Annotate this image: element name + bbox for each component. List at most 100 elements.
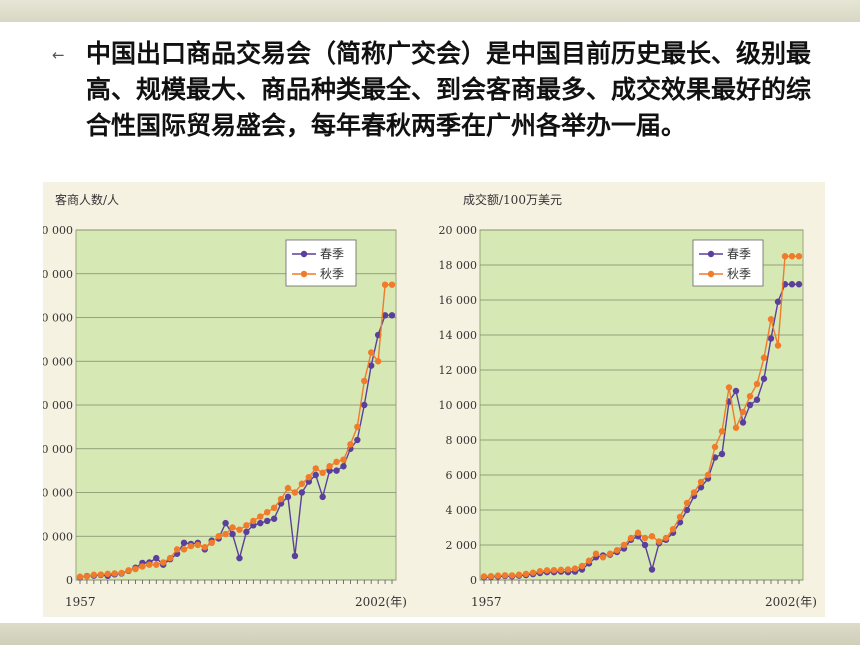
chart1-point-autumn [298, 480, 306, 487]
chart2-point-autumn [795, 253, 803, 260]
chart1-point-spring [368, 362, 375, 369]
chart2-point-autumn [648, 533, 656, 540]
chart1-ytick-label: 60 000 [43, 443, 73, 456]
chart2-point-spring [732, 387, 740, 395]
chart1-point-autumn [312, 465, 319, 472]
chart1-point-autumn [243, 522, 250, 529]
chart2-point-autumn [690, 489, 698, 496]
chart2-ytick-label: 12 000 [439, 364, 478, 377]
chart2-legend-marker [707, 250, 715, 258]
chart2-point-autumn [480, 573, 488, 580]
chart1-ytick-label: 40 000 [43, 487, 73, 500]
chart1-legend-marker [300, 270, 308, 278]
chart2-title: 成交额/100万美元 [463, 192, 562, 207]
chart1-point-autumn [340, 456, 347, 463]
chart1-point-autumn [250, 517, 257, 525]
chart1-ytick-label: 100 000 [43, 355, 73, 368]
chart1-point-spring [361, 401, 368, 409]
chart1-point-autumn [264, 508, 271, 516]
chart2-point-autumn [578, 562, 586, 570]
chart1-point-autumn [277, 495, 285, 503]
chart2-point-spring [739, 419, 747, 426]
chart1-point-spring [298, 489, 306, 496]
chart1-point-spring [236, 554, 243, 562]
chart1-point-autumn [125, 567, 132, 574]
chart1-point-spring [270, 515, 278, 522]
chart1-point-autumn [374, 358, 382, 365]
chart2-point-autumn [529, 569, 537, 576]
chart1-point-spring [257, 519, 264, 527]
chart1-point-autumn [236, 526, 243, 533]
chart1-point-autumn [326, 463, 333, 470]
chart2-point-autumn [599, 554, 607, 561]
chart2-point-spring [767, 335, 775, 342]
chart2-ytick-label: 14 000 [439, 329, 478, 342]
chart1-point-autumn [153, 561, 160, 568]
chart1-x-end: 2002(年) [355, 595, 407, 609]
chart2-point-autumn [718, 428, 726, 435]
chart2-ytick-label: 16 000 [439, 294, 478, 307]
chart1-x-start: 1957 [65, 595, 96, 609]
chart1-point-autumn [76, 573, 84, 580]
chart2-point-autumn [676, 513, 684, 521]
chart1-legend-label: 秋季 [320, 267, 344, 281]
chart1-point-autumn [229, 524, 236, 531]
chart2-ytick-label: 2 000 [446, 539, 478, 552]
chart1-point-autumn [187, 542, 195, 550]
chart2-ytick-label: 20 000 [439, 224, 478, 237]
chart1-point-spring [326, 467, 333, 474]
charts-svg: 客商人数/人 1957 2002(年) 成交额/100万美元 1957 2002… [28, 192, 817, 609]
chart2-point-spring [641, 541, 649, 549]
figure-panel: 客商人数/人 1957 2002(年) 成交额/100万美元 1957 2002… [28, 182, 825, 617]
chart1-point-autumn [194, 541, 202, 549]
chart2-legend-label: 春季 [727, 247, 751, 261]
chart2-point-spring [683, 506, 691, 514]
chart2-point-autumn [606, 550, 614, 557]
chart1-point-autumn [90, 571, 98, 578]
chart1-point-spring [305, 478, 312, 485]
chart1-point-autumn [160, 559, 167, 566]
chart2-point-autumn [592, 550, 600, 557]
chart1-point-spring [250, 522, 257, 529]
chart2-point-autumn [774, 342, 782, 349]
chart2-point-autumn [760, 354, 768, 361]
chart1-point-spring [264, 517, 271, 525]
chart2-legend-label: 秋季 [727, 267, 751, 281]
chart2-point-autumn [788, 253, 796, 260]
chart1-point-autumn [201, 543, 208, 551]
chart2-point-autumn [781, 253, 789, 260]
chart2-point-autumn [669, 526, 677, 533]
chart2-point-autumn [557, 566, 565, 574]
chart1-point-spring [381, 312, 389, 319]
chart1-ytick-label: 140 000 [43, 268, 73, 281]
chart1-legend-label: 春季 [320, 247, 344, 261]
chart1-point-autumn [166, 554, 174, 562]
chart1-point-spring [333, 467, 340, 474]
chart1-point-autumn [173, 546, 181, 553]
chart2-point-spring [795, 281, 803, 288]
chart1-point-autumn [381, 281, 389, 288]
chart2-series-autumn-line [483, 255, 799, 578]
chart1-legend-box [285, 239, 357, 287]
chart1-point-autumn [111, 570, 118, 577]
chart2-ytick-label: 6 000 [446, 469, 478, 482]
chart1-point-spring [354, 436, 361, 444]
chart1-point-spring [222, 519, 229, 527]
chart1-point-spring [180, 539, 188, 547]
chart1-point-spring [312, 471, 319, 479]
chart1-point-autumn [83, 573, 91, 580]
chart2-point-autumn [494, 572, 502, 579]
chart2-point-spring [774, 298, 782, 305]
chart2-point-autumn [753, 380, 761, 388]
chart1-ytick-label: 160 000 [43, 224, 73, 237]
chart1-point-spring [291, 552, 299, 560]
chart1-point-autumn [284, 484, 292, 492]
chart2-ytick-label: 4 000 [446, 504, 478, 517]
chart1-legend-marker [300, 250, 308, 258]
chart1-point-spring [340, 463, 347, 470]
chart2-ytick-label: 8 000 [446, 434, 478, 447]
chart1-point-autumn [333, 458, 340, 466]
chart1-ytick-label: 80 000 [43, 399, 73, 412]
chart1-point-spring [153, 554, 160, 562]
chart2-point-autumn [655, 538, 663, 545]
